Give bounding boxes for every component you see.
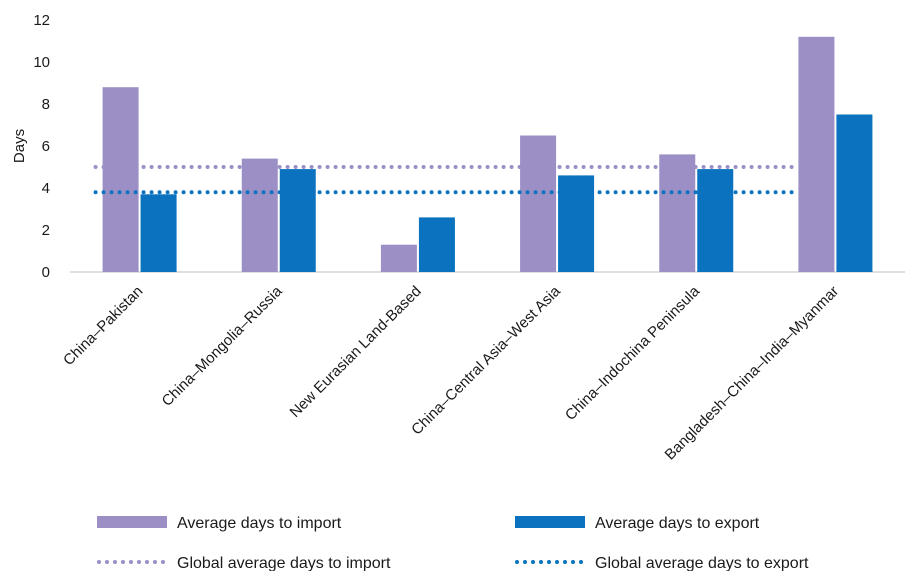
x-tick-label: China–Central Asia–West Asia (408, 282, 564, 438)
x-tick-label: China–Mongolia–Russia (159, 282, 286, 409)
bar-average-days-to-export-china-indochina-peninsula (697, 169, 734, 272)
x-tick-label: China–Indochina Peninsula (562, 282, 704, 424)
bar-average-days-to-export-bangladesh-china-india-myanmar (836, 114, 873, 272)
bar-average-days-to-export-new-eurasian-land-based (418, 217, 455, 272)
y-axis-ticks: 0 2 4 6 8 10 12 (33, 12, 50, 281)
y-tick-label: 12 (33, 12, 50, 29)
x-tick-label: New Eurasian Land-Based (287, 283, 425, 421)
x-tick-label: China–Pakistan (60, 283, 146, 369)
legend-label-average-days-to-import: Average days to import (177, 515, 342, 532)
bar-average-days-to-import-bangladesh-china-india-myanmar (798, 36, 835, 272)
x-tick-label: Bangladesh–China–India–Myanmar (662, 283, 843, 464)
bars (102, 36, 873, 272)
bar-average-days-to-import-china-mongolia-russia (241, 158, 278, 272)
y-tick-label: 2 (42, 222, 50, 239)
legend-label-average-days-to-export: Average days to export (595, 515, 760, 532)
legend-label-global-average-days-to-export: Global average days to export (595, 555, 809, 571)
reference-lines (93, 165, 801, 195)
bar-average-days-to-import-new-eurasian-land-based (380, 244, 417, 272)
bar-average-days-to-import-china-pakistan (102, 87, 139, 272)
bar-average-days-to-import-china-central-asia-west-asia (520, 135, 557, 272)
bar-average-days-to-import-china-indochina-peninsula (659, 154, 696, 272)
legend: Average days to import Average days to ex… (97, 515, 809, 571)
plot-area: 0 2 4 6 8 10 12 China–Pakistan China–Mongolia–R… (33, 12, 905, 463)
y-tick-label: 4 (42, 180, 50, 197)
y-tick-label: 0 (42, 264, 50, 281)
legend-swatch-average-days-to-export (515, 516, 585, 528)
legend-label-global-average-days-to-import: Global average days to import (177, 555, 391, 571)
y-axis-label: Days (11, 129, 28, 163)
bar-average-days-to-export-china-pakistan (140, 194, 177, 272)
legend-swatch-average-days-to-import (97, 516, 167, 528)
x-axis-labels: China–Pakistan China–Mongolia–Russia New E… (60, 282, 842, 463)
bar-average-days-to-export-china-mongolia-russia (279, 169, 316, 272)
y-tick-label: 6 (42, 138, 50, 155)
bar-average-days-to-export-china-central-asia-west-asia (558, 175, 595, 272)
y-tick-label: 8 (42, 96, 50, 113)
y-tick-label: 10 (33, 54, 50, 71)
